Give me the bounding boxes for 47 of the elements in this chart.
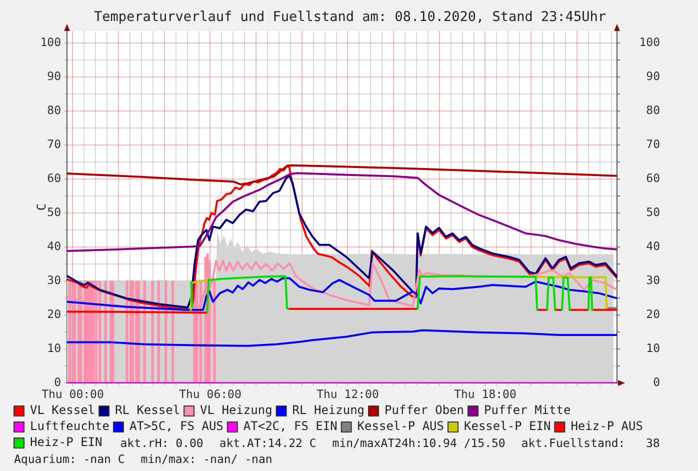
- legend-label: Luftfeuchte: [30, 419, 110, 434]
- chart-title: Temperaturverlauf und Fuellstand am: 08.10.2020, Stand 23:45Uhr: [92, 9, 608, 25]
- x-tick-label: Thu 00:00: [42, 386, 104, 401]
- text: min/maxAT24h:10.94 /15.50: [332, 435, 506, 451]
- text: min/max: -nan/ -nan: [140, 451, 272, 467]
- legend-label: RL Heizung: [292, 403, 365, 418]
- legend-label: Kessel-P AUS: [357, 419, 444, 434]
- legend-label: VL Kessel: [30, 403, 96, 418]
- y-tick-label: 20: [47, 306, 62, 321]
- x-tick-label: Thu 12:00: [316, 386, 379, 401]
- text: akt.Fuellstand: 38: [521, 435, 660, 451]
- y-tick-label: 10: [47, 340, 62, 355]
- legend-label: RL Kessel: [115, 403, 180, 418]
- y2-tick-label: 10: [646, 340, 660, 355]
- x-tick-label: Thu 06:00: [179, 386, 242, 401]
- y2-tick-label: 80: [646, 102, 660, 117]
- y2-tick-label: 90: [646, 68, 660, 83]
- legend-label: Heiz-P AUS: [570, 419, 643, 434]
- y2-tick-label: 100: [639, 34, 660, 49]
- y2-tick-label: 40: [646, 238, 660, 253]
- y-tick-label: 60: [47, 170, 62, 185]
- y-tick-label: 0: [54, 374, 62, 389]
- text: akt.rH: 0.00: [120, 435, 204, 451]
- legend-label: Puffer Oben: [384, 403, 464, 418]
- y2-tick-label: 60: [646, 170, 660, 185]
- y2-tick-label: 50: [646, 204, 660, 219]
- legend-label: AT>5C, FS AUS: [129, 419, 224, 434]
- legend-label: VL Heizung: [200, 403, 272, 418]
- legend-label: AT<2C, FS EIN: [243, 419, 338, 434]
- y-axis-title: C: [34, 203, 49, 211]
- legend-label: Puffer Mitte: [484, 403, 571, 418]
- y-tick-label: 90: [47, 68, 62, 83]
- y-tick-label: 50: [47, 204, 62, 219]
- y2-tick-label: 0: [653, 374, 660, 389]
- y-tick-label: 30: [47, 272, 62, 287]
- legend-label: Heiz-P EIN: [30, 435, 102, 450]
- x-tick-label: Thu 18:00: [454, 386, 516, 401]
- y-tick-label: 70: [47, 136, 62, 151]
- text: Aquarium: -nan C: [14, 451, 125, 467]
- y-tick-label: 80: [47, 102, 62, 117]
- text: akt.AT:14.22 C: [219, 435, 316, 451]
- legend-label: Kessel-P EIN: [464, 419, 551, 434]
- y2-tick-label: 70: [646, 136, 660, 151]
- y2-tick-label: 30: [646, 272, 660, 287]
- y2-tick-label: 20: [646, 306, 660, 321]
- y-tick-label: 40: [47, 238, 62, 253]
- y-tick-label: 100: [40, 34, 62, 49]
